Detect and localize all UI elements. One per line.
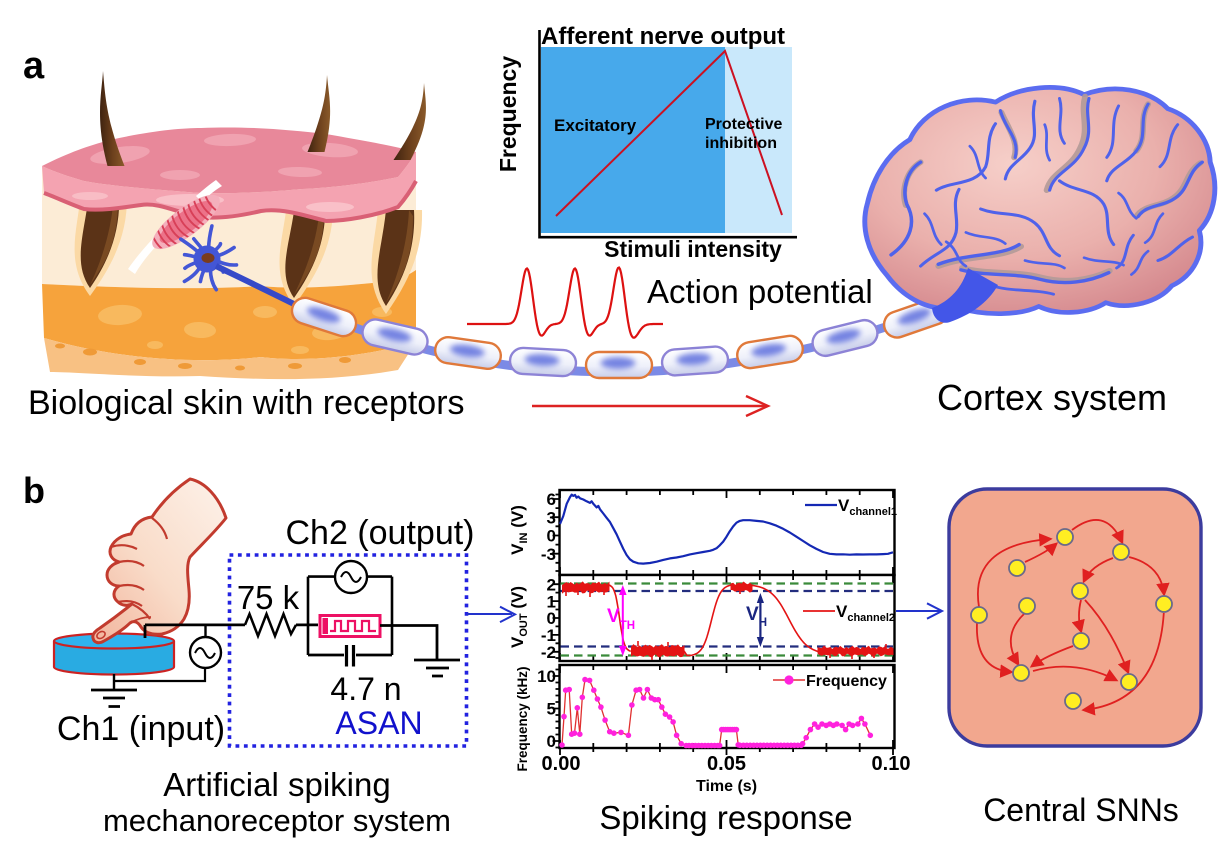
svg-text:Artificial spiking: Artificial spiking: [163, 766, 390, 803]
svg-text:0.00: 0.00: [542, 753, 581, 775]
svg-text:Central SNNs: Central SNNs: [983, 792, 1179, 828]
svg-text:VOUT (V): VOUT (V): [508, 586, 530, 648]
svg-text:75 k: 75 k: [237, 579, 300, 616]
svg-text:Excitatory: Excitatory: [554, 116, 637, 135]
svg-text:b: b: [23, 470, 45, 511]
svg-text:Afferent nerve output: Afferent nerve output: [541, 23, 785, 50]
svg-text:1: 1: [547, 592, 556, 611]
svg-text:inhibition: inhibition: [705, 135, 777, 152]
svg-text:VIN (V): VIN (V): [508, 505, 530, 555]
svg-text:0.10: 0.10: [872, 753, 911, 775]
svg-text:3: 3: [547, 508, 556, 527]
svg-text:10: 10: [537, 667, 556, 686]
svg-text:Time (s): Time (s): [696, 778, 757, 795]
svg-text:Frequency: Frequency: [495, 56, 521, 173]
svg-text:4.7 n: 4.7 n: [330, 671, 401, 707]
svg-text:Spiking response: Spiking response: [599, 799, 852, 836]
svg-text:0.05: 0.05: [707, 753, 746, 775]
svg-text:mechanoreceptor system: mechanoreceptor system: [103, 803, 451, 838]
svg-text:Cortex system: Cortex system: [937, 377, 1167, 418]
svg-text:Ch1 (input): Ch1 (input): [57, 710, 225, 748]
svg-text:ASAN: ASAN: [335, 705, 422, 741]
svg-text:Frequency (kHz): Frequency (kHz): [515, 666, 530, 771]
svg-text:0: 0: [547, 609, 556, 628]
svg-text:Ch2 (output): Ch2 (output): [286, 514, 475, 552]
svg-text:Frequency: Frequency: [806, 673, 887, 690]
svg-text:0: 0: [547, 527, 556, 546]
svg-text:Stimuli intensity: Stimuli intensity: [604, 236, 782, 262]
svg-text:6: 6: [547, 490, 556, 509]
svg-text:-3: -3: [541, 545, 556, 564]
svg-text:-1: -1: [541, 626, 556, 645]
svg-text:5: 5: [547, 700, 556, 719]
svg-text:2: 2: [547, 575, 556, 594]
svg-text:a: a: [23, 45, 45, 87]
svg-text:Protective: Protective: [705, 116, 782, 133]
svg-text:-2: -2: [541, 643, 556, 662]
svg-text:Action potential: Action potential: [647, 273, 873, 310]
svg-text:Biological skin with receptors: Biological skin with receptors: [28, 384, 465, 422]
svg-text:0: 0: [547, 732, 556, 751]
